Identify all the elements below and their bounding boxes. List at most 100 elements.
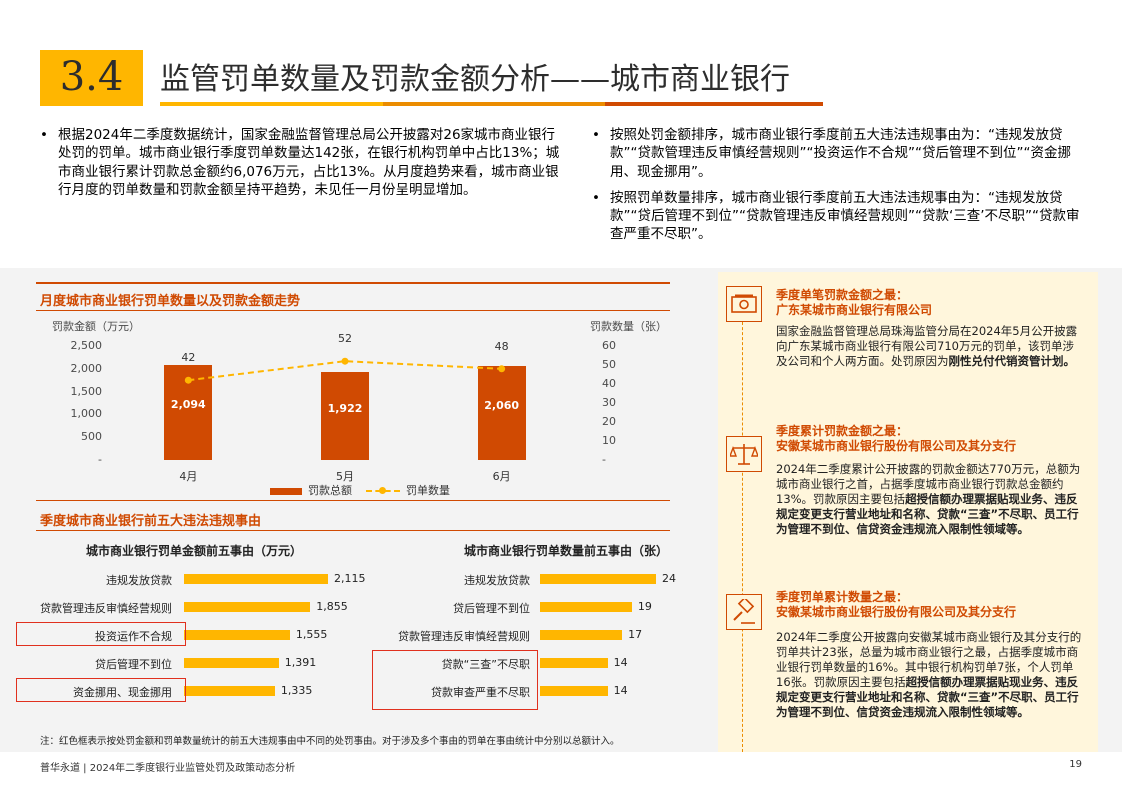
legend-bar-swatch [270,487,302,495]
y-tick-label: - [98,453,102,466]
bullet-dot-icon: • [592,189,600,206]
page-number: 19 [1069,759,1082,770]
line-value-label: 48 [494,339,509,353]
hbar-value-label: 1,391 [284,656,317,669]
bullet-dot-icon: • [592,127,600,143]
x-tick-label: 4月 [179,470,198,483]
chart-title-rule [36,310,670,311]
x-tick-label: 6月 [492,470,511,483]
hbar-category-label: 贷后管理不到位 [453,602,530,615]
section-number: 3.4 [59,54,124,100]
hbar-category-label: 贷款“三查”不尽职 [441,658,530,671]
bullet-item: • 根据2024年二季度数据统计，国家金融监督管理总局公开披露对26家城市商业银行… [38,126,562,199]
legend-label-count: 罚单数量 [406,484,450,497]
bar-value-label: 1,922 [327,402,363,416]
legend-label-amount: 罚款总额 [308,484,352,497]
hbar-bar [540,686,608,696]
hbar-bar [184,658,279,668]
hbar-category-label: 投资运作不合规 [95,630,172,643]
hbar-category-label: 贷款管理违反审慎经营规则 [398,630,530,643]
highlight-3-text: 2024年二季度公开披露向安徽某城市商业银行及其分支行的罚单共计23张，总量为城… [776,630,1084,720]
bullet-text: 按照罚单数量排序，城市商业银行季度前五大违法违规事由为：“违规发放贷款”“贷后管… [610,189,1080,243]
bullet-text: 按照处罚金额排序，城市商业银行季度前五大违法违规事由为：“违规发放贷款”“贷款管… [610,127,1071,180]
hbar-category-label: 贷款管理违反审慎经营规则 [40,602,172,615]
y2-tick-label: 10 [602,434,616,447]
section2-title-rule [36,530,670,531]
hbar-category-label: 贷款审查严重不尽职 [431,686,530,699]
title-underline-orange [383,102,605,106]
highlight-2-bold: 超授信额办理票据贴现业务、违反规定变更支行营业地址和名称、贷款“三查”不尽职、员… [776,492,1079,536]
y-tick-label: 1,000 [70,407,103,421]
page-title: 监管罚单数量及罚款金额分析——城市商业银行 [160,62,790,97]
highlight-3-head1: 季度罚单累计数量之最： [776,590,909,604]
count-chart-title: 城市商业银行罚单数量前五事由（张） [464,544,669,558]
highlight-3-head2: 安徽某城市商业银行股份有限公司及其分支行 [776,605,1017,619]
y-tick-label: 2,000 [70,361,103,375]
hbar-bar [184,574,328,584]
amount-chart-title: 城市商业银行罚单金额前五事由（万元） [86,544,303,558]
y-tick-label: 500 [81,430,102,444]
highlights-panel [718,272,1098,752]
hbar-bar [540,574,656,584]
hbar-bar [184,602,311,612]
title-underline-red [605,102,823,106]
highlight-2-text: 2024年二季度累计公开披露的罚款金额达770万元，总额为城市商业银行之首，占据… [776,462,1084,537]
highlight-box-investment [16,622,186,646]
hbar-value-label: 17 [628,628,643,641]
y2-tick-label: - [602,453,606,466]
hbar-value-label: 1,855 [316,600,348,613]
hbar-category-label: 违规发放贷款 [106,574,172,587]
x-tick-label: 5月 [336,470,354,483]
hbar-bar [540,602,632,612]
hbar-bar [540,630,623,640]
hbar-value-label: 1,555 [295,628,328,641]
y2-tick-label: 50 [602,358,616,371]
highlight-1-bold: 刚性兑付代销资管计划。 [948,354,1076,368]
combo-chart-title: 月度城市商业银行罚单数量以及罚款金额走势 [40,294,301,309]
bullet-item: • 按照处罚金额排序，城市商业银行季度前五大违法违规事由为：“违规发放贷款”“贷款… [590,126,1090,181]
chart-legend: 罚款总额 罚单数量 [270,482,450,498]
highlight-1-body: 国家金融监督管理总局珠海监管分局在2024年5月公开披露向广东某城市商业银行有限… [776,324,1078,368]
scale-icon [726,436,762,472]
hbar-value-label: 1,335 [280,684,313,697]
footnote: 注：红色框表示按处罚金额和罚单数量统计的前五大违规事由中不同的处罚事由。对于涉及… [40,736,620,747]
highlight-1-text: 国家金融监督管理总局珠海监管分局在2024年5月公开披露向广东某城市商业银行有限… [776,324,1084,369]
hbar-bar [184,630,290,640]
y2-tick-label: 40 [602,377,616,390]
y2-tick-label: 20 [602,415,616,428]
chart-bar [321,372,369,460]
money-icon [726,286,762,322]
highlight-2-head2: 安徽某城市商业银行股份有限公司及其分支行 [776,439,1017,453]
bar-value-label: 2,094 [170,398,206,412]
bullet-item: • 按照罚单数量排序，城市商业银行季度前五大违法违规事由为：“违规发放贷款”“贷后… [590,189,1090,244]
bar-value-label: 2,060 [484,399,520,413]
y-tick-label: 1,500 [70,384,103,398]
highlight-box-count-reasons [372,650,538,710]
hbar-value-label: 24 [662,572,676,585]
highlight-box-fund-misuse [16,678,186,702]
y-axis-label: 罚款金额（万元） [52,320,140,333]
y2-axis-label: 罚款数量（张） [590,320,667,333]
gavel-icon [726,594,762,630]
hbar-category-label: 贷后管理不到位 [95,658,172,671]
hbar-value-label: 14 [613,684,628,697]
section-number-box: 3.4 [40,50,143,106]
hbar-category-label: 资金挪用、现金挪用 [73,686,172,699]
y2-tick-label: 30 [602,396,616,409]
section2-title: 季度城市商业银行前五大违法违规事由 [40,514,262,529]
chart-top-rule [36,282,670,284]
line-value-label: 42 [181,351,196,365]
line-value-label: 52 [338,332,352,346]
bullets-left: • 根据2024年二季度数据统计，国家金融监督管理总局公开披露对26家城市商业银行… [38,126,562,207]
hbar-value-label: 19 [637,600,652,613]
legend-line-swatch [366,487,400,494]
highlight-1-head1: 季度单笔罚款金额之最： [776,288,909,302]
chart-bar [164,364,213,460]
bullet-text: 根据2024年二季度数据统计，国家金融监督管理总局公开披露对26家城市商业银行处… [58,127,560,198]
highlight-1-head2: 广东某城市商业银行有限公司 [776,303,933,317]
hbar-bar [540,658,608,668]
hbar-value-label: 14 [613,656,628,669]
bullets-right: • 按照处罚金额排序，城市商业银行季度前五大违法违规事由为：“违规发放贷款”“贷款… [590,126,1090,252]
bullet-dot-icon: • [40,127,48,143]
highlights-timeline [742,312,743,752]
